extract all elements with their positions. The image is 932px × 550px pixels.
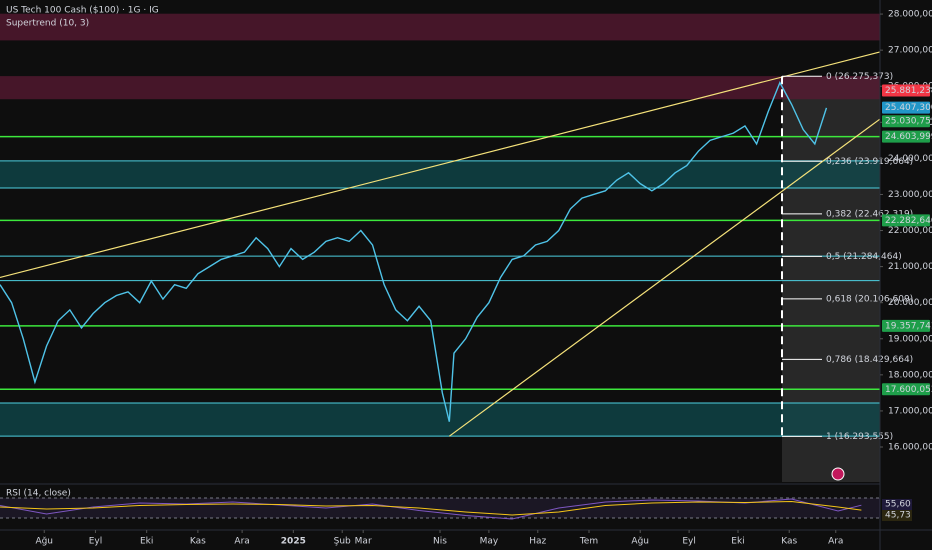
logo [831,467,845,481]
fib-label: 0,382 (22.462,319) [826,209,913,219]
rsi-band [0,498,880,518]
trend-line [448,118,881,437]
price-tag-label: 25.407,300 [885,103,932,113]
price-tag [882,319,930,332]
x-tick-label: Ağu [35,537,53,547]
x-tick-label: May [480,537,499,547]
zone [0,160,880,188]
y-tick-label: 16.000,000 [888,443,932,453]
price-tag-label: 17.600,053 [885,385,932,395]
price-tag [882,101,930,114]
rsi-tag [882,510,912,521]
fib-label: 0,618 (20.106,609) [826,294,913,304]
x-tick-label: Eyl [682,537,696,547]
x-tick-label: Ara [828,537,843,547]
price-tag-label: 25.030,751 [885,117,932,127]
x-tick-label: Nis [433,537,447,547]
x-tick-label: Haz [529,537,546,547]
price-tag [882,383,930,396]
x-tick-label: Ara [234,537,249,547]
fib-label: 0 (26.275,373) [826,72,893,82]
y-tick-label: 18.000,000 [888,370,932,380]
rsi-tag [882,499,912,510]
x-tick-label: Eki [731,537,744,547]
zone [0,13,880,41]
rsi-signal [0,500,862,516]
main-pane: 0 (26.275,373) 0,236 (23.919,664) 0,382 (2… [0,13,913,442]
x-tick-label: Eki [140,537,153,547]
price-tag-label: 25.881,238 [885,86,932,96]
y-tick-label: 28.000,000 [888,10,932,20]
x-tick-label: Mar [355,537,372,547]
x-tick-label: Kas [781,537,797,547]
trend-line [0,51,881,279]
indicator-label: Supertrend (10, 3) [6,19,89,29]
fib-label: 0,5 (21.284,464) [826,252,902,262]
price-tag-label: 22.282,646 [885,216,932,226]
x-tick-label: Kas [190,537,206,547]
zone [0,402,880,437]
zone [0,76,880,100]
y-tick-label: 23.000,000 [888,190,932,200]
price-tag [882,84,930,97]
fib-label: 0,786 (18.429,664) [826,355,913,365]
price-tag [882,115,930,128]
y-tick-label: 22.000,000 [888,226,932,236]
y-tick-label: 24.000,000 [888,154,932,164]
price-tag [882,130,930,143]
fib-label: 0,236 (23.919,664) [826,157,913,167]
price-tag-label: 24.603,999 [885,132,932,142]
y-tick-label: 19.000,000 [888,334,932,344]
y-tick-label: 27.000,000 [888,46,932,56]
rsi-tag-label: 45,73 [885,511,911,521]
price-tag-label: 19.357,741 [885,321,932,331]
price-line [0,80,828,422]
x-tick-label: 2025 [281,537,306,547]
rsi-title: RSI (14, close) [6,489,71,499]
y-tick-label: 21.000,000 [888,262,932,272]
x-tick-label: Şub [334,537,351,547]
x-tick-label: Ağu [631,537,649,547]
y-tick-label: 20.000,000 [888,298,932,308]
rsi-tag-label: 55,60 [885,500,911,510]
x-tick-label: Eyl [89,537,103,547]
fib-label: 1 (16.293,555) [826,432,893,442]
y-tick-label: 17.000,000 [888,406,932,416]
price-tag [882,214,930,227]
x-tick-label: Tem [579,537,598,547]
chart-title: US Tech 100 Cash ($100) · 1G · IG [6,6,159,16]
